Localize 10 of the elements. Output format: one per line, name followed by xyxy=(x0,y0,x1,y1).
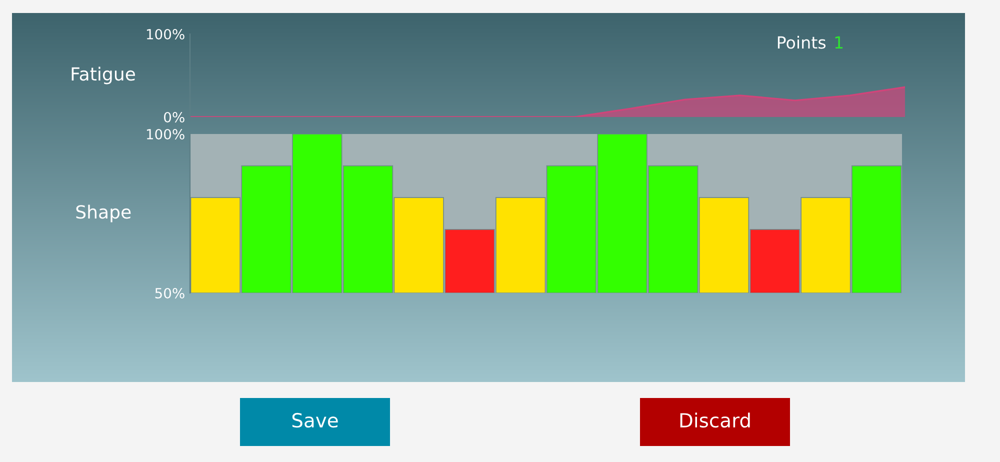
y-tick-label: 100% xyxy=(146,28,184,40)
text: Discard xyxy=(680,412,750,428)
y-axis-title: Fatigue xyxy=(72,66,135,84)
text: Save xyxy=(292,412,338,428)
y-tick-label: 100% xyxy=(146,128,184,140)
annotation: 1 xyxy=(835,36,843,49)
y-axis-title: Shape xyxy=(76,204,131,222)
y-tick-label: 50% xyxy=(155,288,184,298)
y-tick-label: 0% xyxy=(164,112,184,122)
annotation: Points xyxy=(778,36,826,49)
